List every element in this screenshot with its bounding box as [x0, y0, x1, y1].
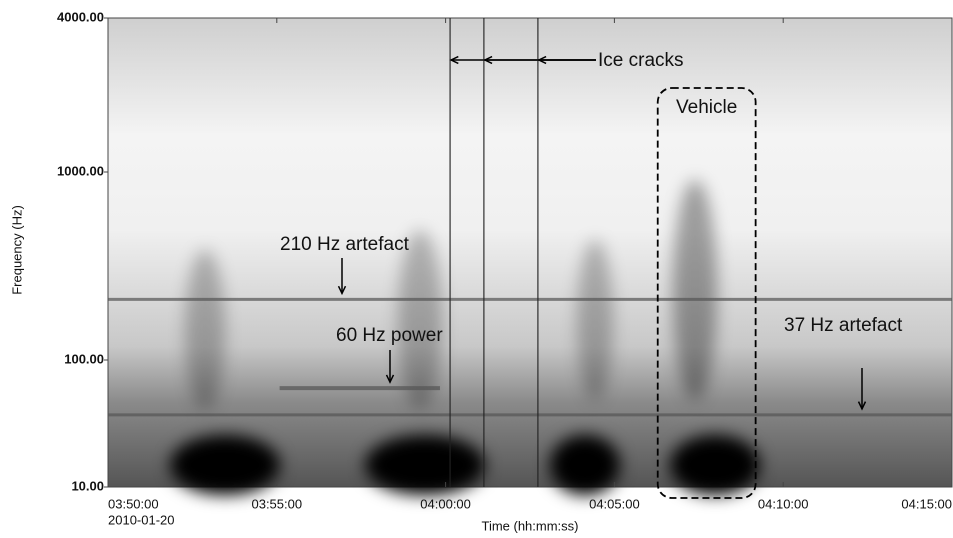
annotation: 60 Hz power — [336, 325, 443, 346]
x-tick-label: 03:50:00 — [108, 496, 159, 511]
y-tick-label: 4000.00 — [57, 9, 104, 24]
x-tick-label: 04:10:00 — [758, 496, 809, 511]
y-tick-label: 1000.00 — [57, 163, 104, 178]
x-tick-label: 03:55:00 — [251, 496, 302, 511]
y-tick-label: 100.00 — [64, 351, 104, 366]
arrow-head — [337, 285, 347, 296]
x-tick-label: 04:00:00 — [420, 496, 471, 511]
annotation: Vehicle — [676, 97, 737, 118]
arrow-head — [537, 55, 547, 65]
x-tick-label: 04:05:00 — [589, 496, 640, 511]
date-label: 2010-01-20 — [108, 512, 175, 527]
annotation: 37 Hz artefact — [784, 315, 903, 336]
annotation: Ice cracks — [598, 50, 684, 71]
plot-area — [107, 17, 953, 488]
vehicle-box — [656, 87, 757, 499]
y-axis-label: Frequency (Hz) — [9, 205, 24, 295]
arrow-head — [857, 401, 867, 411]
arrow-head — [483, 55, 493, 65]
arrow-head — [449, 55, 459, 65]
x-tick-label: 04:15:00 — [901, 496, 952, 511]
annotation: 210 Hz artefact — [280, 234, 410, 255]
x-axis-label: Time (hh:mm:ss) — [481, 518, 578, 533]
y-tick-label: 10.00 — [71, 478, 104, 493]
energy-blobs — [170, 180, 760, 495]
arrow-head — [385, 374, 395, 384]
